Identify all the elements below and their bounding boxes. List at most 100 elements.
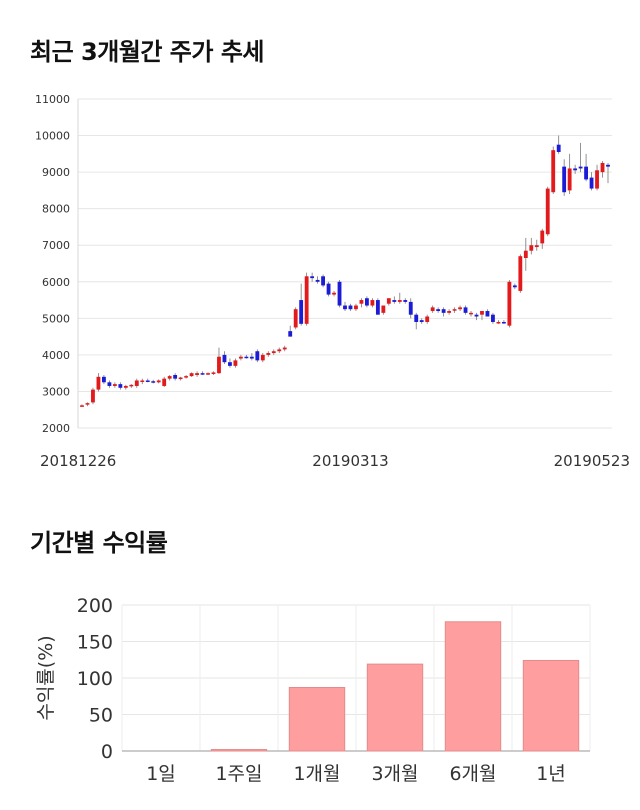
candle-body — [534, 245, 539, 248]
candle-body — [419, 320, 424, 322]
candle-body — [343, 305, 347, 310]
candle-body — [480, 311, 484, 315]
candle-body — [430, 307, 435, 312]
candle-body — [123, 385, 128, 388]
candle-body — [540, 230, 545, 244]
y-tick-label: 0 — [101, 741, 113, 763]
candle-body — [167, 376, 172, 379]
candle-body — [518, 256, 523, 291]
candle-body — [573, 168, 578, 171]
candle-body — [195, 373, 199, 375]
candle-body — [249, 356, 254, 359]
candle-body — [200, 373, 205, 375]
candle-body — [107, 382, 112, 386]
candle-body — [238, 356, 243, 359]
candle-body — [381, 305, 386, 313]
candle-body — [397, 300, 402, 302]
candle-body — [178, 377, 183, 380]
x-tick-label: 1개월 — [293, 763, 340, 785]
candle-body — [485, 311, 490, 317]
candle-body — [321, 276, 326, 286]
candle-body — [211, 372, 216, 374]
candle-body — [556, 144, 561, 153]
y-tick-label: 9000 — [42, 166, 70, 179]
candle-body — [458, 307, 462, 310]
candle-body — [282, 347, 287, 350]
candle-body — [491, 314, 495, 322]
candle-body — [310, 276, 315, 279]
return-bar — [210, 749, 268, 752]
candle-body — [332, 292, 336, 295]
candle-body — [523, 250, 528, 259]
candle-body — [606, 164, 610, 167]
candle-body — [408, 301, 413, 315]
candle-body — [206, 373, 210, 375]
candle-body — [80, 405, 84, 407]
candle-body — [145, 380, 150, 382]
y-tick-label: 2000 — [42, 422, 70, 435]
candle-body — [162, 378, 167, 386]
return-bar — [522, 659, 580, 752]
y-tick-label: 100 — [77, 668, 113, 690]
candle-body — [370, 300, 375, 306]
candle-body — [293, 309, 298, 328]
return-bar — [288, 686, 346, 752]
y-axis-label: 수익률(%) — [35, 635, 57, 720]
return-bar — [444, 621, 502, 752]
candle-body — [501, 321, 506, 324]
candle-body — [414, 314, 419, 322]
candle-body — [584, 166, 589, 180]
candle-body — [436, 309, 441, 312]
y-tick-label: 7000 — [42, 239, 70, 252]
candle-body — [392, 300, 397, 302]
candle-body — [222, 354, 227, 363]
candle-body — [359, 300, 364, 304]
x-tick-label: 6개월 — [449, 763, 496, 785]
candle-body — [337, 281, 342, 306]
candle-body — [277, 349, 282, 352]
y-tick-label: 150 — [77, 632, 113, 654]
candle-body — [600, 162, 605, 173]
candle-body — [101, 376, 106, 383]
candle-body — [364, 298, 369, 306]
candle-body — [156, 380, 161, 383]
candle-body — [91, 389, 95, 403]
candle-body — [562, 166, 567, 193]
candle-body — [474, 314, 479, 317]
return-bar — [366, 663, 424, 752]
candle-body — [217, 356, 221, 374]
candle-body — [326, 283, 331, 295]
candle-body — [228, 362, 232, 366]
candle-body — [507, 281, 512, 326]
candle-body — [112, 384, 117, 386]
candle-body — [348, 305, 353, 310]
candle-body — [271, 351, 276, 354]
candle-body — [260, 354, 265, 361]
candle-body — [496, 321, 501, 324]
candle-body — [85, 403, 90, 405]
x-tick-label: 1일 — [146, 763, 176, 785]
candle-body — [129, 384, 134, 387]
x-tick-label: 1년 — [536, 763, 566, 785]
candle-body — [244, 356, 249, 359]
candle-body — [299, 300, 304, 324]
candle-body — [441, 309, 446, 313]
candle-body — [469, 312, 473, 315]
candle-body — [173, 374, 178, 379]
y-tick-label: 6000 — [42, 276, 70, 289]
y-tick-label: 50 — [89, 705, 113, 727]
candle-body — [96, 376, 101, 390]
candle-body — [595, 170, 599, 189]
candle-body — [578, 166, 583, 169]
price-trend-title: 최근 3개월간 주가 추세 — [30, 38, 265, 66]
candle-body — [134, 380, 139, 386]
candle-body — [304, 276, 309, 324]
candle-body — [545, 188, 550, 235]
candle-body — [425, 316, 430, 322]
y-tick-label: 10000 — [35, 130, 70, 143]
candle-body — [386, 298, 391, 304]
y-tick-label: 3000 — [42, 385, 70, 398]
candle-body — [551, 150, 556, 193]
x-tick-label: 20190313 — [312, 452, 388, 470]
candle-body — [233, 360, 238, 366]
